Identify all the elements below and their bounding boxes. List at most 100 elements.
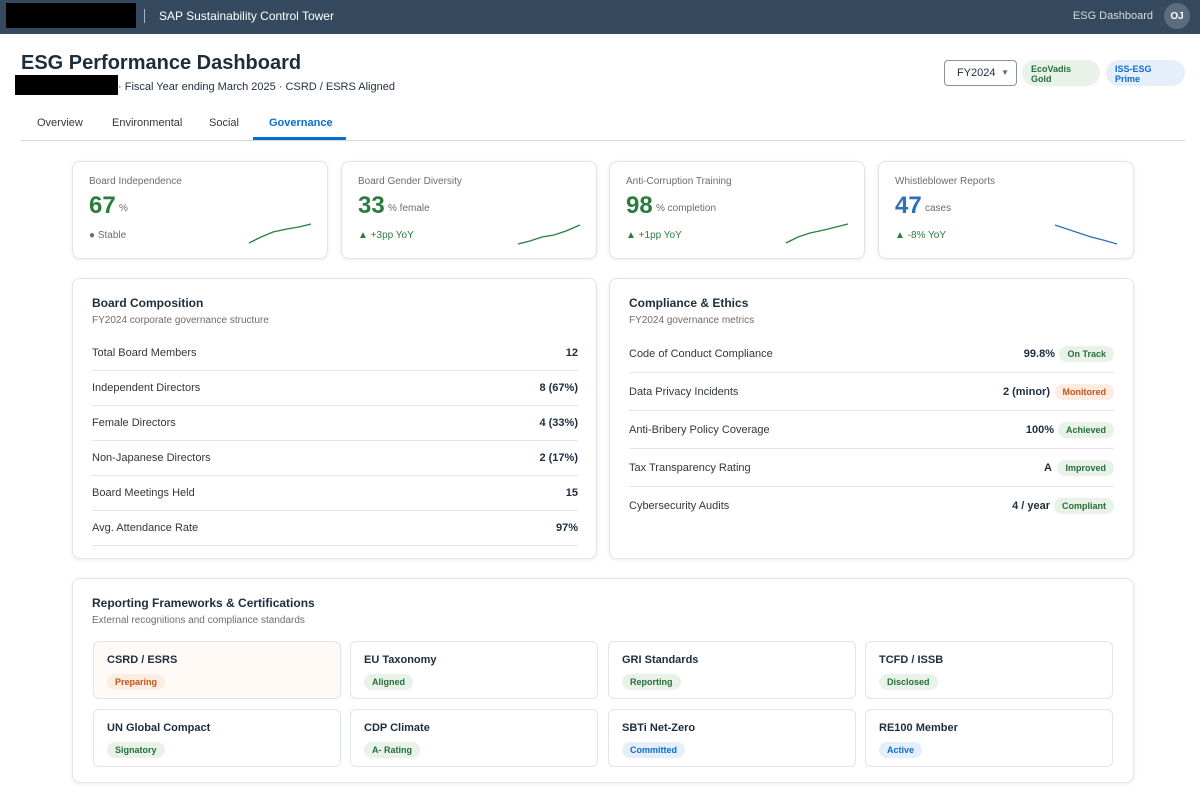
- table-row: Board Meetings Held 15: [92, 475, 578, 511]
- status-badge: Achieved: [1057, 422, 1114, 438]
- row-label: Female Directors: [92, 417, 176, 429]
- tab-governance[interactable]: Governance: [269, 117, 333, 129]
- section-title: Board Composition: [92, 296, 204, 310]
- framework-name: CSRD / ESRS: [107, 654, 178, 666]
- kpi-unit: cases: [925, 203, 952, 214]
- section-title: Compliance & Ethics: [629, 296, 749, 310]
- status-badge: Aligned: [364, 674, 413, 690]
- row-label: Anti-Bribery Policy Coverage: [629, 424, 770, 436]
- kpi-unit: %: [119, 203, 128, 214]
- framework-name: SBTi Net-Zero: [622, 722, 696, 734]
- kpi-card-whistleblower-reports: Whistleblower Reports 47 cases ▲ -8% YoY: [878, 161, 1134, 259]
- status-badge: Compliant: [1054, 498, 1114, 514]
- row-label: Independent Directors: [92, 382, 201, 394]
- status-badge: Signatory: [107, 742, 165, 758]
- status-badge: Active: [879, 742, 923, 758]
- row-label: Non-Japanese Directors: [92, 452, 211, 464]
- table-row: Cybersecurity Audits 4 / year Compliant: [629, 487, 1114, 525]
- section-subtitle: FY2024 corporate governance structure: [92, 315, 269, 326]
- user-avatar[interactable]: OJ: [1164, 3, 1190, 29]
- table-row: Data Privacy Incidents 2 (minor) Monitor…: [629, 373, 1114, 411]
- kpi-value: 47: [895, 192, 922, 219]
- row-value: A: [1044, 462, 1052, 474]
- kpi-value: 98: [626, 192, 653, 219]
- table-row: Anti-Bribery Policy Coverage 100% Achiev…: [629, 411, 1114, 449]
- kpi-card-board-independence: Board Independence 67 % ● Stable: [72, 161, 328, 259]
- compliance-ethics-card: Compliance & Ethics FY2024 governance me…: [609, 278, 1134, 559]
- framework-tile-csrd-esrs[interactable]: CSRD / ESRS Preparing: [93, 641, 341, 699]
- kpi-trend: ▲ +3pp YoY: [358, 230, 414, 241]
- shell-divider: [144, 9, 145, 23]
- row-value: 12: [565, 347, 578, 359]
- chevron-down-icon: ▼: [1001, 68, 1009, 77]
- section-subtitle: External recognitions and compliance sta…: [92, 615, 305, 626]
- sparkline-chart: [248, 223, 312, 244]
- framework-tile-tcfd-issb[interactable]: TCFD / ISSB Disclosed: [865, 641, 1113, 699]
- iss-esg-rating-badge: ISS-ESG Prime: [1106, 60, 1185, 86]
- row-label: Board Meetings Held: [92, 487, 195, 499]
- framework-tile-sbti-net-zero[interactable]: SBTi Net-Zero Committed: [608, 709, 856, 767]
- status-badge: Monitored: [1054, 384, 1114, 400]
- row-value: 2 (minor): [1002, 386, 1050, 398]
- row-value: 15: [565, 487, 578, 499]
- framework-name: CDP Climate: [364, 722, 430, 734]
- framework-tile-un-global-compact[interactable]: UN Global Compact Signatory: [93, 709, 341, 767]
- section-subtitle: FY2024 governance metrics: [629, 315, 755, 326]
- ecovadis-rating-badge: EcoVadis Gold: [1022, 60, 1100, 86]
- kpi-label: Board Independence: [89, 176, 182, 187]
- board-composition-card: Board Composition FY2024 corporate gover…: [72, 278, 597, 559]
- kpi-label: Board Gender Diversity: [358, 176, 462, 187]
- kpi-value: 67: [89, 192, 116, 219]
- section-title: Reporting Frameworks & Certifications: [92, 596, 315, 610]
- framework-tile-gri-standards[interactable]: GRI Standards Reporting: [608, 641, 856, 699]
- shell-bar: SAP Sustainability Control Tower ESG Das…: [0, 0, 1200, 34]
- sparkline-chart: [785, 223, 849, 244]
- row-value: 97%: [555, 522, 578, 534]
- framework-name: TCFD / ISSB: [879, 654, 944, 666]
- framework-tile-re100-member[interactable]: RE100 Member Active: [865, 709, 1113, 767]
- kpi-card-anti-corruption-training: Anti-Corruption Training 98 % completion…: [609, 161, 865, 259]
- framework-name: UN Global Compact: [107, 722, 211, 734]
- status-badge: Reporting: [622, 674, 681, 690]
- company-logo[interactable]: [6, 3, 136, 28]
- kpi-unit: % completion: [656, 203, 717, 214]
- kpi-trend: ▲ +1pp YoY: [626, 230, 682, 241]
- table-row: Avg. Attendance Rate 97%: [92, 510, 578, 546]
- company-name-redacted: [15, 75, 118, 95]
- framework-name: RE100 Member: [879, 722, 958, 734]
- row-value: 100%: [1025, 424, 1054, 436]
- tab-overview[interactable]: Overview: [37, 117, 83, 129]
- status-badge: Preparing: [107, 674, 166, 690]
- kpi-trend: ● Stable: [89, 230, 127, 241]
- row-label: Cybersecurity Audits: [629, 500, 730, 512]
- esg-dashboard-link[interactable]: ESG Dashboard: [1072, 10, 1153, 22]
- fiscal-year-value: FY2024: [957, 67, 996, 79]
- tab-bar: Overview Environmental Social Governance: [21, 106, 1186, 141]
- status-badge: Committed: [622, 742, 685, 758]
- tab-environmental[interactable]: Environmental: [112, 117, 183, 129]
- table-row: Total Board Members 12: [92, 335, 578, 371]
- status-badge: On Track: [1059, 346, 1114, 362]
- status-badge: Disclosed: [879, 674, 938, 690]
- status-badge: A- Rating: [364, 742, 420, 758]
- framework-tile-eu-taxonomy[interactable]: EU Taxonomy Aligned: [350, 641, 598, 699]
- table-row: Code of Conduct Compliance 99.8% On Trac…: [629, 335, 1114, 373]
- page-title: ESG Performance Dashboard: [21, 52, 302, 74]
- page-subtitle: · Fiscal Year ending March 2025 · CSRD /…: [118, 81, 395, 93]
- row-label: Data Privacy Incidents: [629, 386, 739, 398]
- sparkline-chart: [517, 224, 581, 245]
- app-title: SAP Sustainability Control Tower: [159, 9, 334, 23]
- sparkline-chart: [1054, 224, 1118, 245]
- fiscal-year-select[interactable]: FY2024 ▼: [944, 60, 1017, 86]
- table-row: Non-Japanese Directors 2 (17%): [92, 440, 578, 476]
- row-label: Total Board Members: [92, 347, 197, 359]
- framework-tile-cdp-climate[interactable]: CDP Climate A- Rating: [350, 709, 598, 767]
- status-badge: Improved: [1057, 460, 1114, 476]
- kpi-value: 33: [358, 192, 385, 219]
- table-row: Tax Transparency Rating A Improved: [629, 449, 1114, 487]
- tab-social[interactable]: Social: [209, 117, 239, 129]
- row-value: 2 (17%): [539, 452, 578, 464]
- row-label: Avg. Attendance Rate: [92, 522, 199, 534]
- row-value: 8 (67%): [539, 382, 578, 394]
- framework-name: GRI Standards: [622, 654, 699, 666]
